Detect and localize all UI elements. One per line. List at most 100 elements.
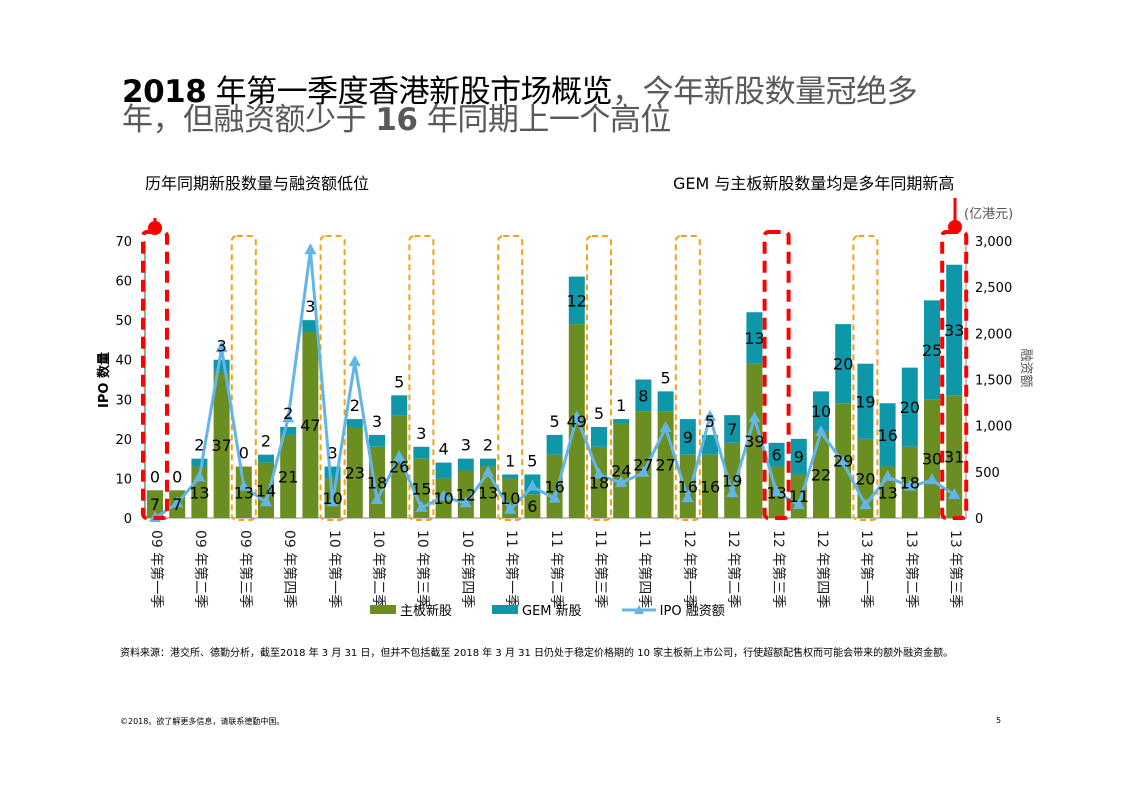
bar-main-board: [302, 332, 319, 518]
bar-main-board: [924, 399, 940, 518]
ipo-funds-marker: [748, 411, 761, 423]
bar-gem: [901, 367, 918, 447]
ipo-funds-marker: [593, 467, 605, 479]
bar-gem: [635, 379, 652, 412]
main-board-data-label: 15: [411, 479, 431, 498]
x-axis-label: 11 年第三季: [592, 530, 608, 609]
gem-data-label: 7: [727, 420, 737, 439]
page-title: 2018 年第一季度香港新股市场概览，今年新股数量冠绝多年，但融资额少于 16 …: [122, 77, 962, 136]
main-board-data-label: 16: [544, 477, 564, 496]
bar-main-board: [679, 454, 696, 518]
bar-gem: [591, 426, 607, 447]
main-board-data-label: 23: [345, 463, 365, 482]
main-board-data-label: 16: [700, 477, 720, 496]
bar-gem: [813, 391, 829, 431]
bar-main-board: [213, 371, 230, 518]
bar-main-board: [391, 415, 408, 518]
main-board-data-label: 39: [744, 432, 764, 451]
bar-gem: [857, 363, 874, 439]
main-board-data-label: 10: [500, 489, 520, 508]
bar-gem: [702, 434, 718, 455]
gem-data-label: 13: [744, 329, 764, 348]
main-board-data-label: 18: [367, 473, 387, 492]
ipo-funds-marker: [948, 487, 961, 499]
x-axis-label: 09 年第二季: [192, 530, 209, 609]
highlight-box-orange: [230, 235, 257, 521]
left-tick-label: 70: [115, 235, 132, 250]
main-board-data-label: 7: [150, 495, 160, 514]
bar-gem: [258, 454, 274, 463]
right-tick-label: 2,000: [975, 327, 1012, 342]
bar-gem: [746, 312, 763, 364]
gem-data-label: 2: [194, 436, 204, 455]
gem-data-label: 33: [944, 321, 964, 340]
bar-gem: [835, 324, 852, 404]
bar-gem: [391, 395, 408, 416]
bar-gem: [724, 415, 741, 443]
title-number: 16: [375, 102, 418, 138]
x-axis-label: 13 年第三季: [947, 530, 964, 609]
x-axis-label: 10 年第二季: [370, 530, 386, 609]
gem-data-label: 20: [900, 398, 920, 417]
bar-gem: [480, 458, 496, 467]
ipo-funds-marker: [726, 486, 739, 498]
ipo-funds-marker: [482, 465, 494, 477]
gem-data-label: 3: [217, 337, 227, 356]
ipo-funds-marker: [615, 475, 628, 487]
ipo-funds-marker: [881, 469, 894, 481]
bar-gem: [679, 419, 696, 455]
gem-data-label: 25: [922, 341, 942, 360]
ipo-funds-marker: [637, 465, 650, 477]
title-part2: ，今年新股数量冠绝多年，但融资额少于: [122, 74, 918, 138]
gem-data-label: 5: [394, 372, 404, 391]
gem-data-label: 3: [305, 297, 315, 316]
main-board-data-label: 20: [855, 469, 875, 488]
main-board-swatch: [370, 605, 396, 614]
x-axis-label: 10 年第四季: [458, 530, 475, 609]
right-axis-title: 融资额: [1018, 348, 1033, 387]
line-triangle-swatch: [621, 604, 656, 614]
ipo-funds-marker: [371, 492, 383, 504]
ipo-funds-marker: [770, 485, 783, 497]
main-board-data-label: 29: [833, 452, 853, 471]
gem-data-label: 2: [283, 404, 293, 423]
highlight-box-orange: [852, 235, 879, 521]
gem-data-label: 19: [855, 392, 875, 411]
bar-gem: [346, 419, 363, 427]
x-axis-label: 11 年第一季: [503, 530, 520, 609]
left-subtitle: 历年同期新股数量与融资额低位: [145, 174, 370, 193]
x-axis-label: 13 年第二季: [902, 530, 919, 609]
x-axis-label: 12 年第三季: [769, 530, 786, 609]
gem-data-label: 0: [150, 467, 160, 486]
legend: 主板新股 GEM 新股 IPO 融资额: [370, 600, 725, 619]
x-axis-label: 10 年第三季: [414, 530, 431, 609]
x-axis-label: 11 年第二季: [547, 530, 564, 609]
main-board-data-label: 12: [456, 485, 476, 504]
left-tick-label: 20: [115, 433, 132, 448]
legend-label: GEM 新股: [522, 604, 582, 619]
gem-data-label: 0: [172, 467, 182, 486]
main-board-data-label: 13: [766, 483, 786, 502]
ipo-funds-marker: [348, 354, 361, 366]
bar-main-board: [635, 411, 652, 518]
gem-data-label: 1: [505, 451, 515, 470]
gem-data-label: 2: [261, 432, 271, 451]
bar-main-board: [702, 454, 718, 518]
left-tick-label: 10: [115, 472, 132, 487]
ipo-funds-marker: [237, 479, 250, 491]
bar-gem: [879, 403, 896, 467]
gem-data-label: 9: [683, 428, 693, 447]
main-board-data-label: 6: [527, 497, 537, 516]
ipo-funds-marker: [326, 495, 339, 507]
bar-main-board: [524, 494, 541, 518]
bar-gem: [946, 264, 963, 396]
highlight-box-red: [762, 230, 791, 520]
gem-data-label: 0: [239, 444, 249, 463]
left-tick-label: 60: [115, 275, 132, 290]
gem-data-label: 3: [328, 444, 338, 463]
x-axis-label: 13 年第一季: [858, 530, 875, 609]
right-tick-label: 2,500: [975, 281, 1012, 296]
ipo-funds-marker: [570, 410, 583, 422]
ipo-funds-marker: [193, 470, 206, 482]
